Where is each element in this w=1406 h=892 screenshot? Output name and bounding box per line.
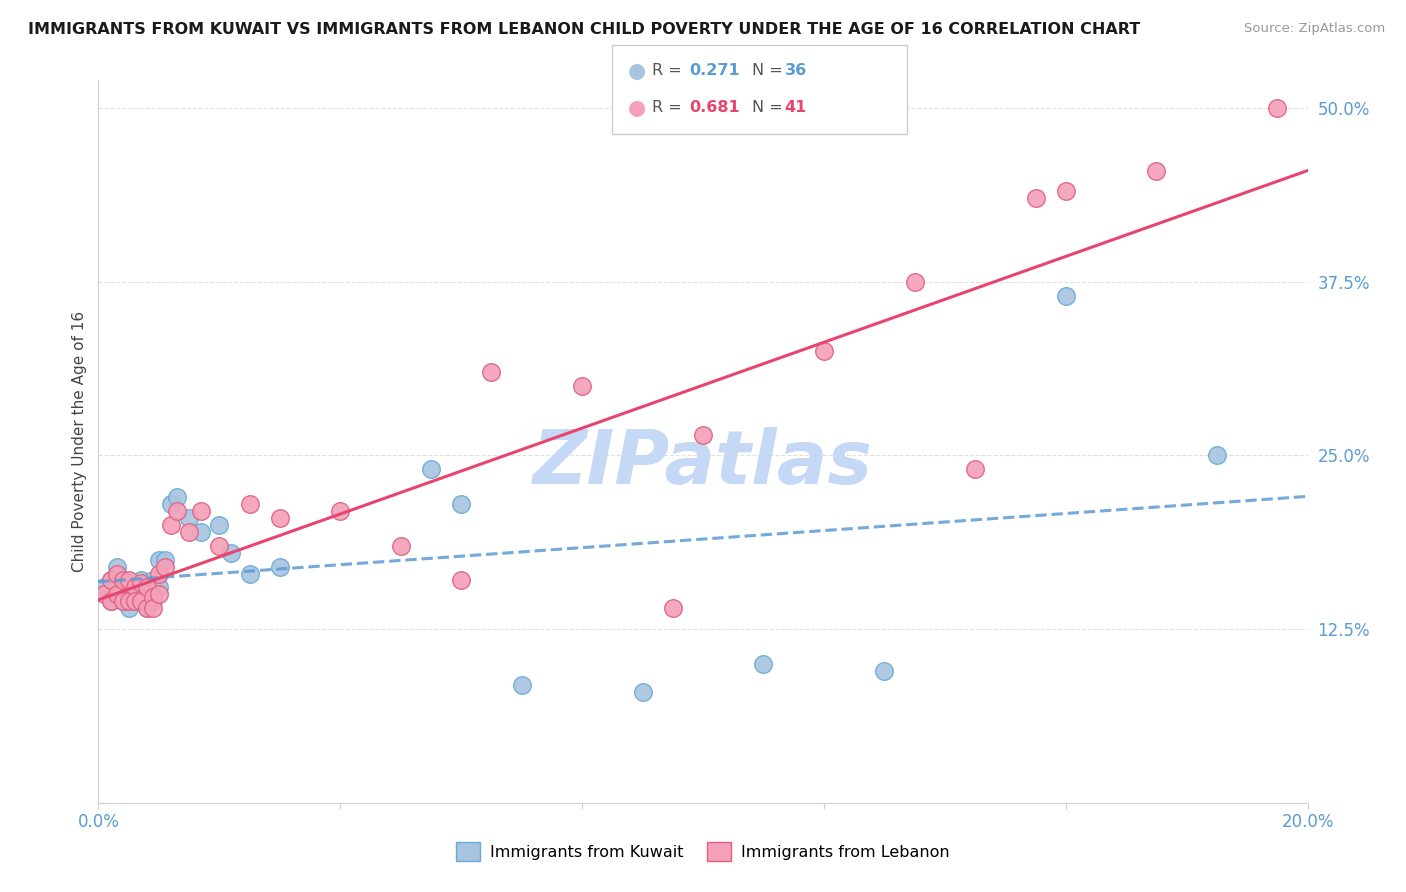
Point: [1054, 288, 1077, 302]
Point: [153, 559, 176, 574]
Text: N =: N =: [752, 63, 789, 78]
Point: [873, 664, 896, 678]
Point: [269, 559, 291, 574]
Point: [129, 587, 152, 601]
Point: [450, 497, 472, 511]
Point: [208, 517, 231, 532]
Point: [153, 552, 176, 566]
Legend: Immigrants from Kuwait, Immigrants from Lebanon: Immigrants from Kuwait, Immigrants from …: [450, 836, 956, 867]
Point: [100, 574, 122, 588]
Point: [111, 574, 134, 588]
Point: [148, 552, 170, 566]
Text: ●: ●: [628, 97, 645, 118]
Point: [129, 594, 152, 608]
Point: [239, 497, 262, 511]
Point: [118, 601, 141, 615]
Point: [160, 497, 183, 511]
Point: [93, 587, 115, 601]
Point: [100, 594, 122, 608]
Point: [1206, 449, 1229, 463]
Point: [661, 601, 683, 615]
Point: [389, 539, 412, 553]
Point: [148, 581, 170, 595]
Point: [124, 594, 146, 608]
Text: ZIPatlas: ZIPatlas: [533, 426, 873, 500]
Point: [105, 587, 128, 601]
Point: [105, 559, 128, 574]
Point: [1024, 191, 1046, 205]
Point: [1054, 185, 1077, 199]
Point: [129, 576, 152, 591]
Point: [221, 546, 243, 560]
Text: 0.271: 0.271: [689, 63, 740, 78]
Text: 36: 36: [785, 63, 807, 78]
Text: ●: ●: [628, 61, 645, 81]
Point: [631, 684, 654, 698]
Point: [148, 566, 170, 581]
Point: [124, 581, 146, 595]
Point: [813, 344, 835, 359]
Point: [190, 524, 212, 539]
Text: R =: R =: [652, 63, 688, 78]
Text: 41: 41: [785, 100, 807, 115]
Point: [93, 581, 115, 595]
Point: [904, 275, 927, 289]
Point: [190, 504, 212, 518]
Point: [752, 657, 775, 671]
Point: [142, 590, 165, 604]
Point: [160, 517, 183, 532]
Point: [118, 594, 141, 608]
Point: [135, 601, 157, 615]
Text: IMMIGRANTS FROM KUWAIT VS IMMIGRANTS FROM LEBANON CHILD POVERTY UNDER THE AGE OF: IMMIGRANTS FROM KUWAIT VS IMMIGRANTS FRO…: [28, 22, 1140, 37]
Point: [481, 365, 503, 379]
Point: [692, 427, 714, 442]
Point: [269, 511, 291, 525]
Point: [148, 587, 170, 601]
Text: Source: ZipAtlas.com: Source: ZipAtlas.com: [1244, 22, 1385, 36]
Point: [124, 594, 146, 608]
Point: [179, 511, 201, 525]
Point: [111, 574, 134, 588]
Point: [111, 594, 134, 608]
Point: [135, 601, 157, 615]
Point: [124, 581, 146, 595]
Point: [179, 524, 201, 539]
Point: [142, 601, 165, 615]
Point: [142, 574, 165, 588]
Point: [135, 581, 157, 595]
Point: [118, 574, 141, 588]
Point: [329, 504, 352, 518]
Text: R =: R =: [652, 100, 688, 115]
Point: [129, 574, 152, 588]
Y-axis label: Child Poverty Under the Age of 16: Child Poverty Under the Age of 16: [72, 311, 87, 572]
Point: [105, 581, 128, 595]
Point: [111, 594, 134, 608]
Point: [135, 581, 157, 595]
Point: [100, 574, 122, 588]
Point: [118, 587, 141, 601]
Point: [105, 566, 128, 581]
Point: [1144, 163, 1167, 178]
Point: [142, 594, 165, 608]
Point: [420, 462, 443, 476]
Point: [239, 566, 262, 581]
Point: [571, 379, 593, 393]
Point: [166, 504, 188, 518]
Point: [1267, 101, 1289, 115]
Point: [510, 678, 533, 692]
Point: [208, 539, 231, 553]
Text: 0.681: 0.681: [689, 100, 740, 115]
Text: N =: N =: [752, 100, 789, 115]
Point: [100, 594, 122, 608]
Point: [450, 574, 472, 588]
Point: [166, 490, 188, 504]
Point: [965, 462, 987, 476]
